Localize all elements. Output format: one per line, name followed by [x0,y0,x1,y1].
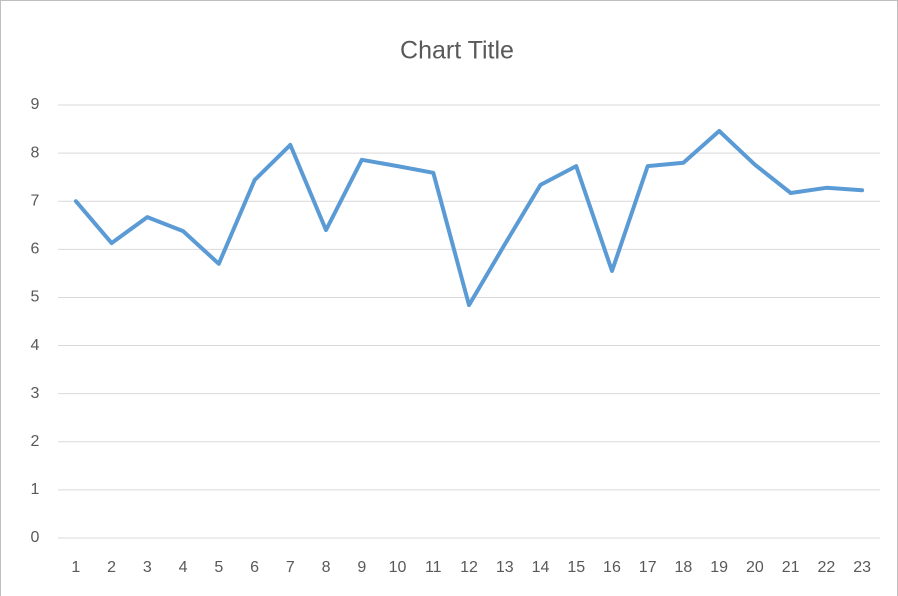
y-tick-label: 8 [31,144,40,161]
x-tick-label: 18 [675,559,693,576]
y-tick-label: 1 [31,481,40,498]
x-tick-label: 6 [250,559,259,576]
x-tick-label: 2 [107,559,116,576]
y-tick-label: 5 [31,289,40,306]
x-tick-label: 12 [460,559,478,576]
y-tick-label: 2 [31,433,40,450]
x-tick-label: 14 [532,559,550,576]
x-tick-label: 15 [567,559,585,576]
x-tick-label: 10 [389,559,407,576]
x-tick-label: 1 [71,559,80,576]
x-tick-label: 21 [782,559,800,576]
x-tick-label: 23 [853,559,871,576]
x-tick-label: 5 [214,559,223,576]
x-tick-label: 16 [603,559,621,576]
x-tick-label: 11 [425,559,442,576]
x-tick-label: 19 [710,559,728,576]
y-tick-label: 3 [31,385,40,402]
x-tick-label: 9 [357,559,366,576]
y-tick-label: 4 [31,337,40,354]
chart-border [1,1,898,596]
chart-title: Chart Title [400,37,514,65]
x-tick-label: 22 [817,559,835,576]
y-tick-label: 9 [31,96,40,113]
x-tick-label: 3 [143,559,152,576]
y-tick-label: 6 [31,241,40,258]
x-tick-label: 17 [639,559,657,576]
x-tick-label: 4 [179,559,188,576]
chart: Chart Title 0123456789123456789101112131… [0,0,898,596]
x-tick-label: 20 [746,559,764,576]
x-tick-label: 7 [286,559,295,576]
y-tick-label: 7 [31,192,40,209]
x-tick-label: 13 [496,559,514,576]
page: Chart Title 0123456789123456789101112131… [0,0,898,596]
x-tick-label: 8 [322,559,331,576]
y-tick-label: 0 [31,529,40,546]
